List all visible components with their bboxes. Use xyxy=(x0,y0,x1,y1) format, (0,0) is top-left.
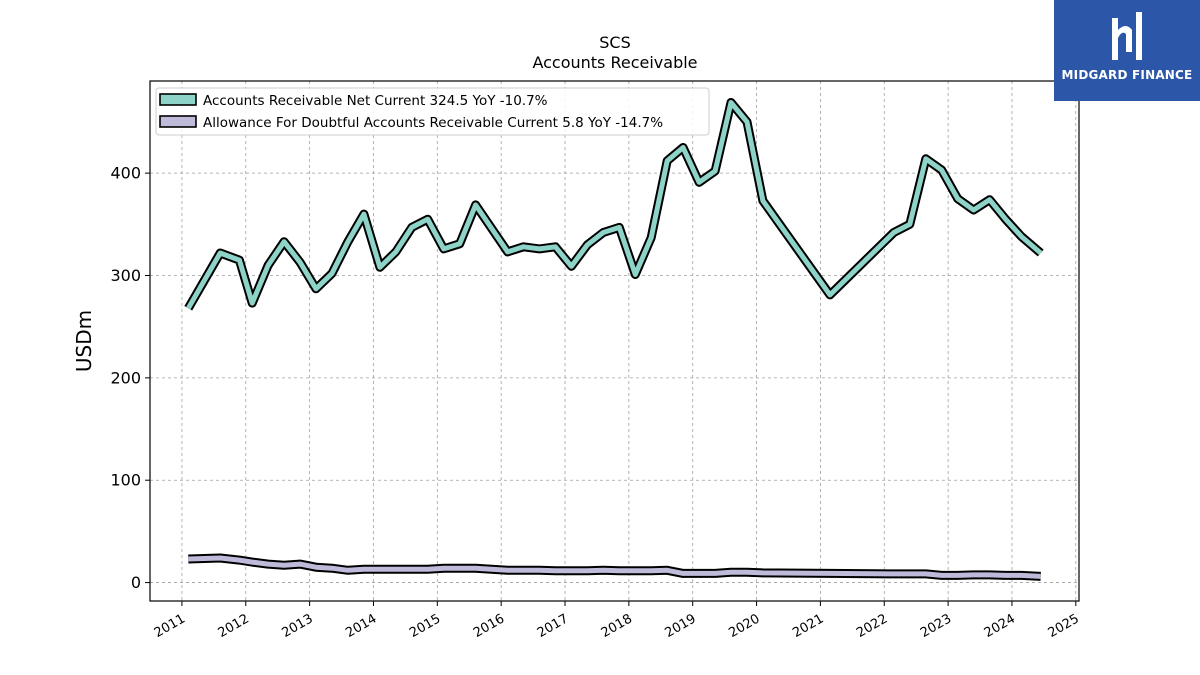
midgard-logo-icon xyxy=(1112,12,1142,60)
y-tick-label: 100 xyxy=(110,471,141,490)
x-tick-label: 2012 xyxy=(216,611,252,641)
y-tick-label: 0 xyxy=(131,573,141,592)
chart-subtitle: Accounts Receivable xyxy=(532,53,697,72)
legend-frame xyxy=(155,87,710,136)
legend-label-allowance: Allowance For Doubtful Accounts Receivab… xyxy=(203,115,663,131)
x-tick-label: 2019 xyxy=(663,611,699,641)
series-line-1 xyxy=(188,555,1041,579)
plot-frame xyxy=(149,80,1080,602)
brand-name: MIDGARD FINANCE xyxy=(1061,68,1193,82)
x-tick-label: 2018 xyxy=(599,611,635,641)
series-layer xyxy=(184,98,1044,581)
brand-logo: MIDGARD FINANCE xyxy=(1054,0,1200,101)
y-tick-label: 400 xyxy=(110,164,141,183)
legend-swatch-allowance xyxy=(159,115,197,128)
x-tick-label: 2022 xyxy=(854,611,890,641)
x-tick-label: 2013 xyxy=(279,611,315,641)
x-axis: 2011 2012 2013 2014 2015 2016 2017 2018 2019 2020… xyxy=(152,601,1082,641)
x-tick-label: 2020 xyxy=(726,611,762,641)
x-tick-label: 2024 xyxy=(982,611,1018,641)
legend: Accounts Receivable Net Current 324.5 Yo… xyxy=(155,87,710,136)
x-tick-label: 2016 xyxy=(471,611,507,641)
y-axis-label: USDm xyxy=(72,310,96,372)
y-axis: 0 100 200 300 400 xyxy=(110,164,150,592)
grid xyxy=(150,81,1079,601)
legend-label-ar-net: Accounts Receivable Net Current 324.5 Yo… xyxy=(203,93,548,109)
x-tick-label: 2015 xyxy=(407,611,443,641)
x-tick-label: 2021 xyxy=(790,611,826,641)
y-tick-label: 200 xyxy=(110,368,141,387)
x-tick-label: 2011 xyxy=(152,611,188,641)
x-tick-label: 2025 xyxy=(1046,611,1082,641)
series-line-0 xyxy=(186,100,1043,310)
x-tick-label: 2023 xyxy=(918,611,954,641)
legend-swatch-ar-net xyxy=(159,93,197,106)
x-tick-label: 2014 xyxy=(343,611,379,641)
chart-title: SCS xyxy=(599,33,630,52)
x-tick-label: 2017 xyxy=(535,611,571,641)
y-tick-label: 300 xyxy=(110,266,141,285)
